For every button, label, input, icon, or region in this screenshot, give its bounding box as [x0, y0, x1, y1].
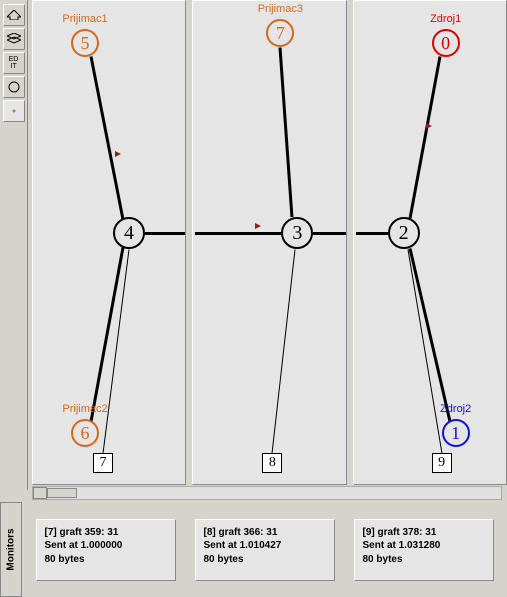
edge [356, 232, 388, 235]
monitor-line: 80 bytes [204, 553, 326, 567]
monitor-line: [8] graft 366: 31 [204, 526, 326, 540]
node-circle: 5 [71, 29, 99, 57]
node-0[interactable]: 0Zdroj1 [432, 29, 460, 57]
edge [90, 56, 125, 220]
node-circle: 7 [266, 19, 294, 47]
node-3[interactable]: 3 [281, 217, 313, 249]
node-label: Prijimac1 [62, 13, 107, 25]
diagram-panels: 5Prijimac16Prijimac247 7Prijimac338 0Zdr… [32, 0, 507, 485]
edge [90, 247, 125, 422]
node-circle: 4 [113, 217, 145, 249]
panel-7-canvas: 5Prijimac16Prijimac247 [35, 3, 183, 464]
monitor-box-7: [7] graft 359: 31 Sent at 1.000000 80 by… [36, 519, 176, 581]
horizontal-scrollbar[interactable] [32, 486, 502, 500]
node-4[interactable]: 4 [113, 217, 145, 249]
flag-icon [255, 223, 263, 231]
node-circle: 6 [71, 419, 99, 447]
tool-circle-icon[interactable] [3, 76, 25, 98]
node-1[interactable]: 1Zdroj2 [442, 419, 470, 447]
monitors-row: Monitors [7] graft 359: 31 Sent at 1.000… [0, 502, 507, 597]
monitor-line: 80 bytes [363, 553, 485, 567]
monitor-line: Sent at 1.031280 [363, 539, 485, 553]
bottom-square-8[interactable]: 8 [262, 453, 282, 473]
toolbar: ED IT [0, 0, 28, 490]
monitor-line: Sent at 1.000000 [45, 539, 167, 553]
monitor-line: 80 bytes [45, 553, 167, 567]
edge [279, 47, 294, 217]
edge [272, 249, 296, 453]
panel-8: 7Prijimac338 [192, 0, 346, 485]
edge [408, 248, 451, 422]
edge [407, 249, 442, 453]
scroll-left-arrow-icon[interactable] [33, 487, 47, 499]
node-circle: 3 [281, 217, 313, 249]
scroll-thumb[interactable] [47, 488, 77, 498]
panel-9-canvas: 0Zdroj11Zdroj229 [356, 3, 504, 464]
monitor-line: [9] graft 378: 31 [363, 526, 485, 540]
bottom-square-9[interactable]: 9 [432, 453, 452, 473]
node-label: Zdroj1 [430, 13, 461, 25]
node-label: Prijimac3 [258, 3, 303, 15]
monitor-line: [7] graft 359: 31 [45, 526, 167, 540]
panel-7: 5Prijimac16Prijimac247 [32, 0, 186, 485]
tool-layers-icon[interactable] [3, 28, 25, 50]
node-label: Zdroj2 [440, 403, 471, 415]
monitor-line: Sent at 1.010427 [204, 539, 326, 553]
edge [313, 232, 346, 235]
monitor-box-9: [9] graft 378: 31 Sent at 1.031280 80 by… [354, 519, 494, 581]
node-7[interactable]: 7Prijimac3 [266, 19, 294, 47]
tool-home-icon[interactable] [3, 4, 25, 26]
panel-9: 0Zdroj11Zdroj229 [353, 0, 507, 485]
monitor-box-8: [8] graft 366: 31 Sent at 1.010427 80 by… [195, 519, 335, 581]
monitor-boxes: [7] graft 359: 31 Sent at 1.000000 80 by… [22, 502, 507, 597]
node-circle: 0 [432, 29, 460, 57]
bottom-square-7[interactable]: 7 [93, 453, 113, 473]
node-2[interactable]: 2 [388, 217, 420, 249]
panel-8-canvas: 7Prijimac338 [195, 3, 343, 464]
node-label: Prijimac2 [62, 403, 107, 415]
monitors-label: Monitors [0, 502, 22, 597]
node-5[interactable]: 5Prijimac1 [71, 29, 99, 57]
edge [145, 232, 186, 235]
flag-icon [115, 151, 123, 159]
flag-icon [426, 123, 434, 131]
node-circle: 1 [442, 419, 470, 447]
edge [408, 56, 441, 219]
edge [195, 232, 281, 235]
tool-dot-icon[interactable] [3, 100, 25, 122]
tool-edit-button[interactable]: ED IT [3, 52, 25, 74]
node-circle: 2 [388, 217, 420, 249]
node-6[interactable]: 6Prijimac2 [71, 419, 99, 447]
